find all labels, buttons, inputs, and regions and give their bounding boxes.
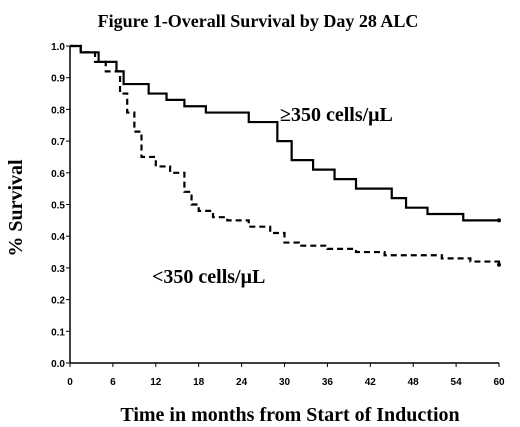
y-tick-label: 0.5: [51, 201, 65, 212]
y-tick-label: 1.0: [51, 42, 65, 53]
series-line-low-alc: [70, 44, 501, 265]
series-annotations: ≥350 cells/μL <350 cells/μL: [152, 104, 393, 288]
annotation-low-alc: <350 cells/μL: [152, 266, 265, 288]
x-ticks: 0 6 12 18 24 30 36 42 48 54 60: [67, 363, 505, 388]
y-tick-label: 0.2: [51, 296, 65, 307]
y-ticks: 0.0 0.1 0.2 0.3 0.4 0.5 0.6 0.7 0.8 0.9 1.0: [51, 42, 70, 370]
x-axis-label: Time in months from Start of Induction: [120, 404, 459, 426]
y-tick-label: 0.0: [51, 359, 65, 370]
x-tick-label: 24: [236, 377, 248, 388]
series-line-high-alc: [70, 44, 499, 222]
y-tick-label: 0.9: [51, 74, 65, 85]
x-tick-label: 18: [193, 377, 205, 388]
axes: [69, 46, 499, 364]
x-tick-label: 30: [279, 377, 291, 388]
series-end-point-low-alc: [497, 262, 501, 267]
x-tick-label: 54: [451, 377, 463, 388]
chart-title: Figure 1-Overall Survival by Day 28 ALC: [98, 11, 419, 31]
y-tick-label: 0.7: [51, 137, 65, 148]
x-tick-label: 6: [110, 377, 116, 388]
x-tick-label: 0: [67, 377, 73, 388]
y-tick-label: 0.4: [51, 232, 65, 243]
series-end-point-high-alc: [497, 218, 501, 223]
annotation-high-alc: ≥350 cells/μL: [280, 104, 393, 126]
x-tick-label: 36: [322, 377, 334, 388]
y-tick-label: 0.3: [51, 264, 65, 275]
y-tick-label: 0.1: [51, 327, 65, 338]
x-tick-label: 48: [408, 377, 420, 388]
y-axis-label: % Survival: [5, 159, 27, 257]
y-tick-label: 0.6: [51, 169, 65, 180]
x-tick-label: 42: [365, 377, 377, 388]
x-tick-label: 60: [493, 377, 505, 388]
y-tick-label: 0.8: [51, 105, 65, 116]
series-lines: [70, 44, 501, 267]
x-tick-label: 12: [150, 377, 162, 388]
